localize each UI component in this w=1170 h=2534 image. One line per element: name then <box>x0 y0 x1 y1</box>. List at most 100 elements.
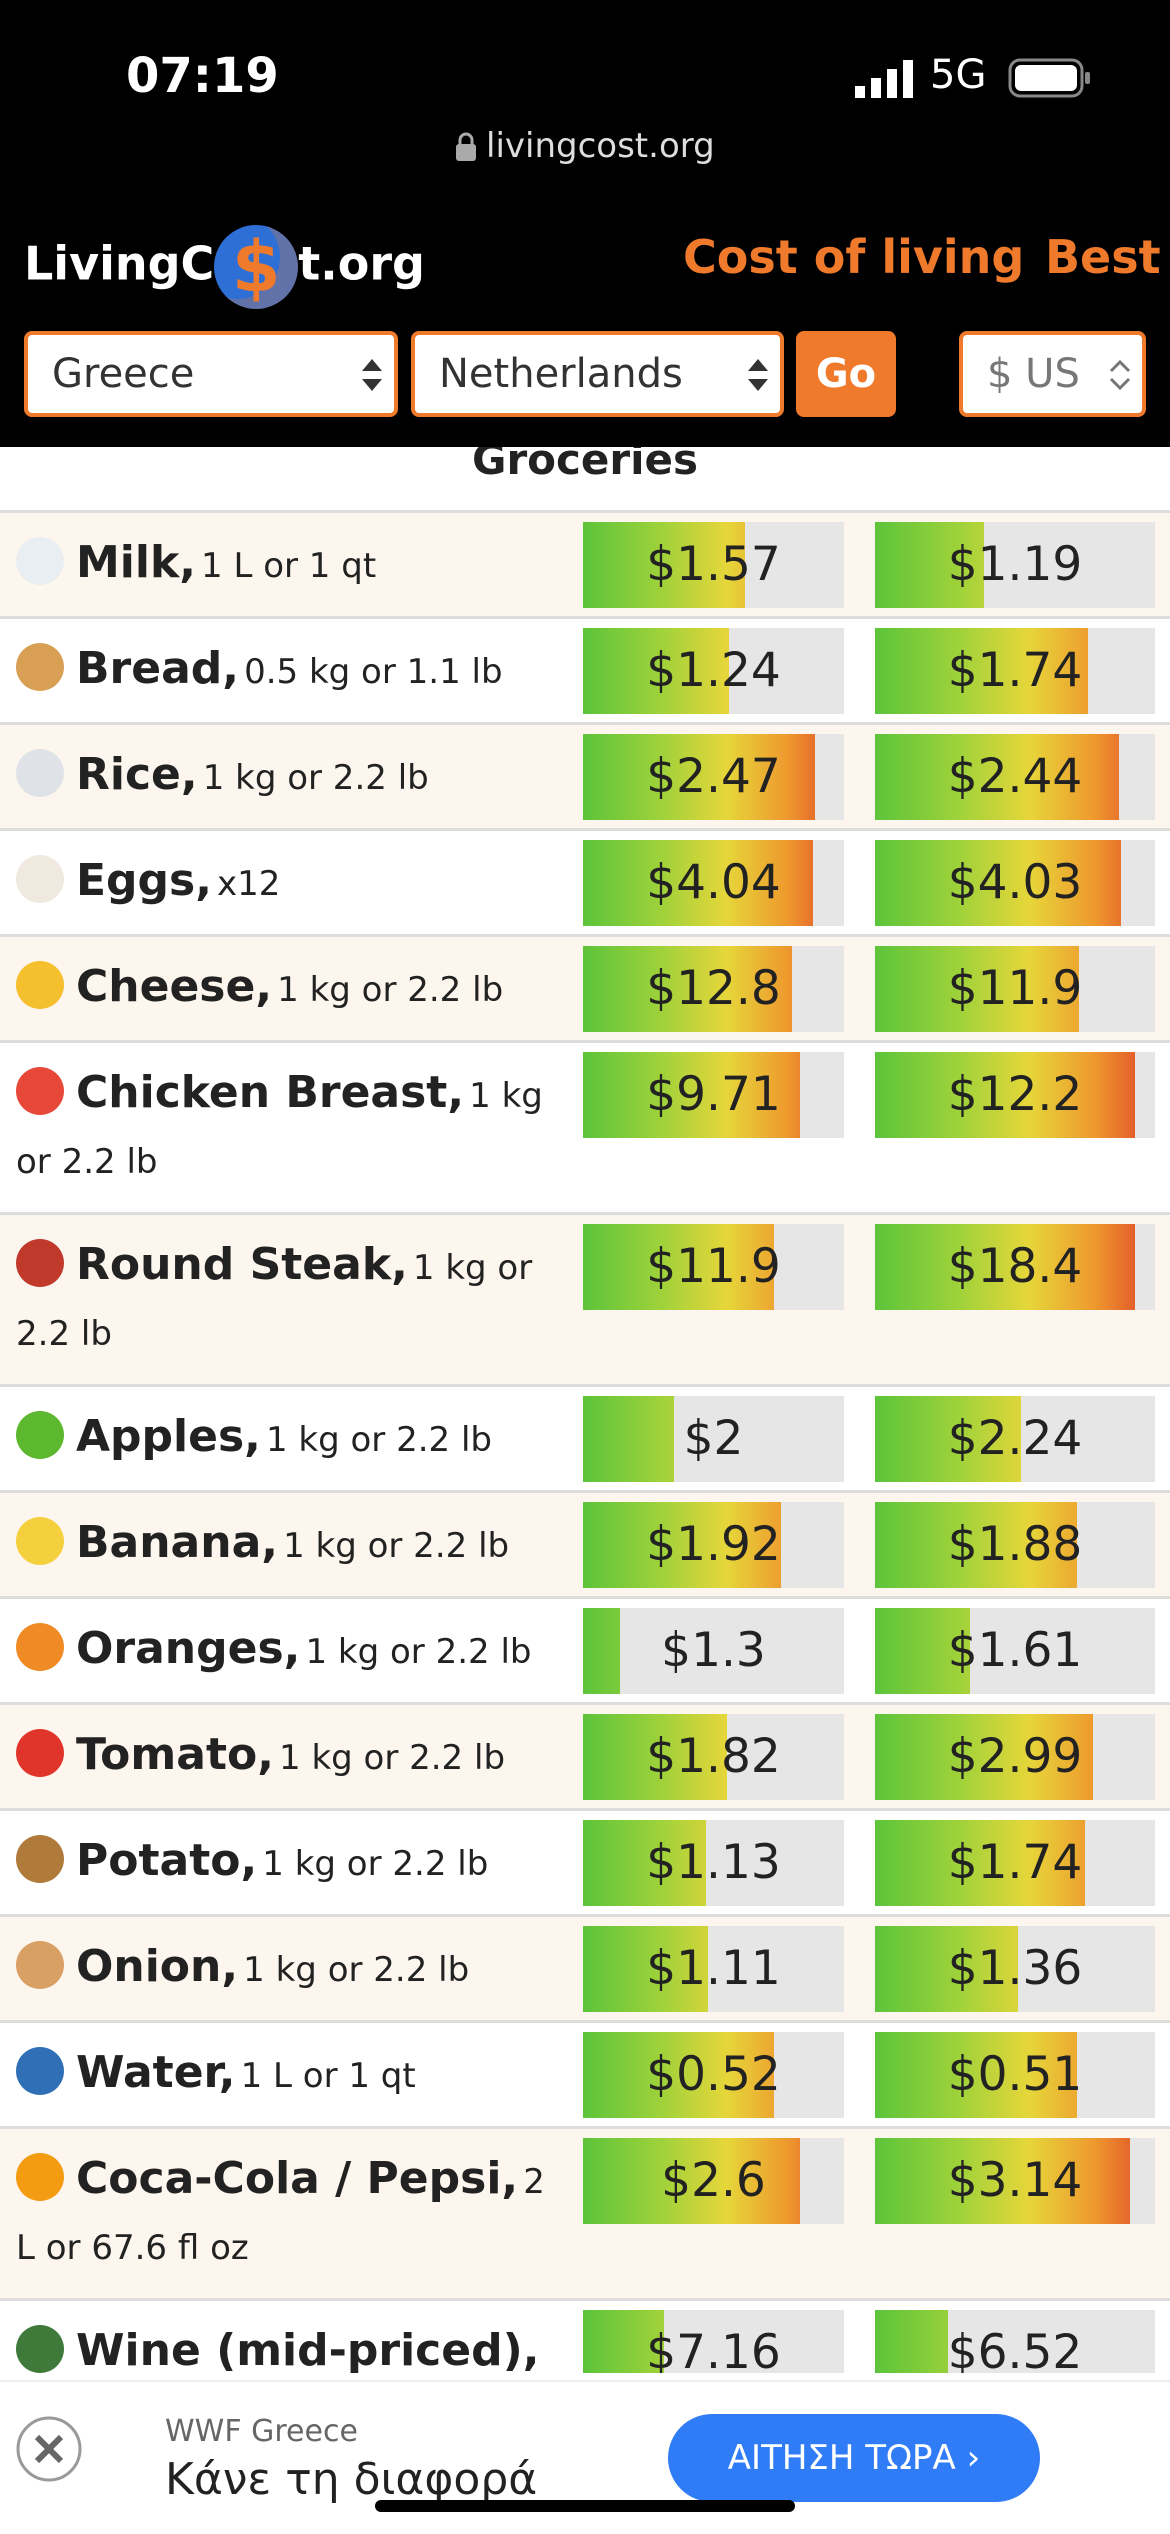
price-fill <box>875 1224 1136 1310</box>
price: $1.74 <box>947 643 1083 698</box>
item-name: Coca-Cola / Pepsi, <box>76 2153 519 2204</box>
price-fill <box>875 1052 1136 1138</box>
ad-banner: WWF Greece Κάνε τη διαφορά ΑΙΤΗΣΗ ΤΩΡΑ › <box>0 2380 1170 2534</box>
currency-select[interactable]: $ US <box>959 331 1146 417</box>
chevron <box>362 359 382 391</box>
price: $1.61 <box>947 1623 1083 1678</box>
item-name: Cheese, <box>76 961 273 1012</box>
item-label: Wine (mid-priced), 750 ml <box>0 2301 560 2373</box>
item-name: Eggs, <box>76 855 212 906</box>
price-fill <box>583 1396 675 1482</box>
item-name: Oranges, <box>76 1623 301 1674</box>
item-unit: 1 kg or 2.2 lb <box>279 1738 506 1778</box>
item-icon <box>16 961 64 1009</box>
price: $2 <box>683 1411 744 1466</box>
ad-close[interactable] <box>14 2414 84 2484</box>
country-select[interactable]: Netherlands <box>411 331 784 417</box>
ad-headline: Κάνε τη διαφορά <box>165 2454 538 2505</box>
item-unit: 1 kg or 2.2 lb <box>202 758 429 798</box>
status-time: 07:19 <box>126 48 279 104</box>
item-label: Eggs, x12 <box>0 831 560 934</box>
grocery-list: Milk, 1 L or 1 qt $1.57 $1.19 Bread, 0.5 kg… <box>0 513 1170 2373</box>
price: $11.9 <box>947 961 1083 1016</box>
price-bar: $1.19 <box>875 522 1155 608</box>
ad-brand: WWF Greece <box>165 2414 358 2449</box>
country-select[interactable]: Greece <box>24 331 398 417</box>
ad-button-text: ΑΙΤΗΣΗ ΤΩΡΑ <box>727 2438 956 2478</box>
price-fill <box>583 1608 620 1694</box>
grocery-row: Milk, 1 L or 1 qt $1.57 $1.19 <box>0 513 1170 619</box>
price: $2.44 <box>947 749 1083 804</box>
price-fill <box>583 2310 664 2373</box>
section-title: Groceries <box>0 447 1170 513</box>
battery-icon <box>1008 58 1090 98</box>
price-bar: $1.92 <box>583 1502 844 1588</box>
grocery-row: Round Steak, 1 kg or 2.2 lb $11.9 $18.4 <box>0 1215 1170 1387</box>
price-fill <box>875 840 1122 926</box>
item-icon <box>16 1729 64 1777</box>
price-bar: $9.71 <box>583 1052 844 1138</box>
price-fill <box>875 1502 1077 1588</box>
price-fill <box>583 2138 800 2224</box>
item-label: Apples, 1 kg or 2.2 lb <box>0 1387 560 1490</box>
item-name: Wine (mid-priced), <box>76 2325 540 2373</box>
price-bar: $1.3 <box>583 1608 844 1694</box>
item-name: Potato, <box>76 1835 258 1886</box>
price: $1.88 <box>947 1517 1083 1572</box>
price-fill <box>583 946 792 1032</box>
price: $6.52 <box>947 2325 1083 2373</box>
price-bar: $2 <box>583 1396 844 1482</box>
grocery-row: Oranges, 1 kg or 2.2 lb $1.3 $1.61 <box>0 1599 1170 1705</box>
price-bar: $3.14 <box>875 2138 1155 2224</box>
item-icon <box>16 1835 64 1883</box>
item-label: Water, 1 L or 1 qt <box>0 2023 560 2126</box>
price: $1.74 <box>947 1835 1083 1890</box>
price: $1.19 <box>947 537 1083 592</box>
price-bar: $1.57 <box>583 522 844 608</box>
price-fill <box>583 1052 800 1138</box>
grocery-row: Onion, 1 kg or 2.2 lb $1.11 $1.36 <box>0 1917 1170 2023</box>
grocery-row: Water, 1 L or 1 qt $0.52 $0.51 <box>0 2023 1170 2129</box>
price-bar: $1.36 <box>875 1926 1155 2012</box>
chevron <box>748 359 768 391</box>
logo[interactable]: LivingC $ t.org <box>24 225 425 309</box>
logo-globe: $ <box>214 225 299 309</box>
item-unit: 2 L or 67.6 fl oz <box>16 2162 545 2268</box>
price-bar: $2.47 <box>583 734 844 820</box>
item-unit: 1 kg or 2.2 lb <box>16 1076 543 1182</box>
price-fill <box>875 628 1088 714</box>
nav-link[interactable]: Cost of living <box>683 230 1025 284</box>
item-label: Bread, 0.5 kg or 1.1 lb <box>0 619 560 722</box>
grocery-row: Apples, 1 kg or 2.2 lb $2 $2.24 <box>0 1387 1170 1493</box>
price-bar: $4.04 <box>583 840 844 926</box>
item-label: Potato, 1 kg or 2.2 lb <box>0 1811 560 1914</box>
price-fill <box>875 2032 1077 2118</box>
item-icon <box>16 2047 64 2095</box>
url[interactable]: livingcost.org <box>486 126 715 166</box>
price-fill <box>583 1224 774 1310</box>
price: $0.51 <box>947 2047 1083 2102</box>
price-fill <box>583 1714 727 1800</box>
select-text: Netherlands <box>439 351 683 397</box>
lock-icon <box>456 132 476 161</box>
item-label: Milk, 1 L or 1 qt <box>0 513 560 616</box>
item-label: Cheese, 1 kg or 2.2 lb <box>0 937 560 1040</box>
go-button[interactable]: Go <box>796 331 896 417</box>
chevron <box>1109 359 1131 391</box>
item-label: Rice, 1 kg or 2.2 lb <box>0 725 560 828</box>
price-bar: $2.24 <box>875 1396 1155 1482</box>
item-unit: 0.5 kg or 1.1 lb <box>244 652 503 692</box>
item-icon <box>16 1517 64 1565</box>
price: $4.03 <box>947 855 1083 910</box>
nav-link[interactable]: Best <box>1045 230 1161 284</box>
item-name: Apples, <box>76 1411 261 1462</box>
price-bar: $1.61 <box>875 1608 1155 1694</box>
price-fill <box>875 1608 971 1694</box>
price-bar: $1.82 <box>583 1714 844 1800</box>
ad-button[interactable]: ΑΙΤΗΣΗ ΤΩΡΑ › <box>668 2414 1040 2502</box>
price: $12.8 <box>646 961 781 1016</box>
item-name: Rice, <box>76 749 198 800</box>
price: $4.04 <box>646 855 781 910</box>
price-bar: $2.99 <box>875 1714 1155 1800</box>
price-bar: $1.74 <box>875 1820 1155 1906</box>
